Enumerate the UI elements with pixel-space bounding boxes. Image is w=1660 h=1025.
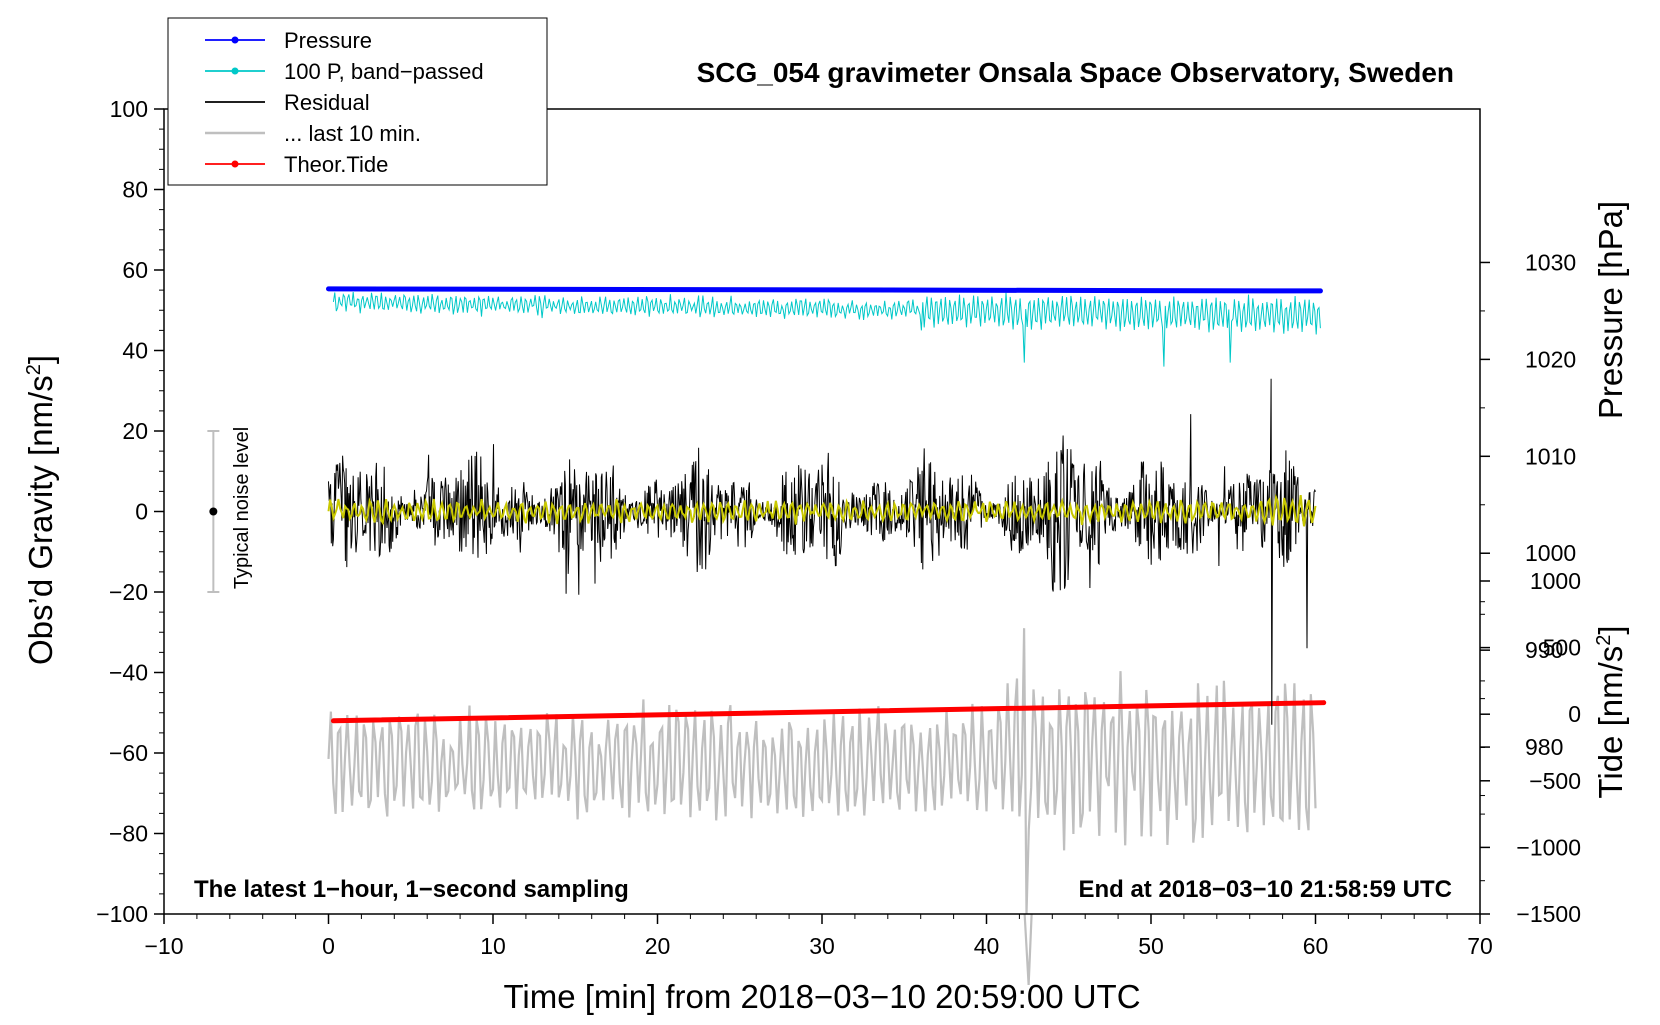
annotation-end-time: End at 2018−03−10 21:58:59 UTC [1078, 876, 1452, 903]
series-bandpassed-line [332, 292, 1321, 367]
annotation-latest-hour: The latest 1−hour, 1−second sampling [194, 876, 629, 903]
y-tick-label-7: 40 [122, 338, 148, 364]
legend-marker-1 [231, 67, 239, 75]
y-tick-label-9: 80 [122, 177, 148, 203]
y-axis-tide: −1500 −1000 −500 0 500 1000 [1480, 568, 1581, 927]
pressure-tick-label-3: 1010 [1525, 443, 1576, 469]
y-axis-gravity: −100 −80 −60 −40 −20 0 20 40 60 80 100 [96, 96, 164, 927]
tide-tick-label-1: −1000 [1516, 834, 1581, 860]
legend-items: Pressure 100 P, band−passed Residual ... la… [205, 28, 484, 177]
y-axis-title-tide: Tide [nm/s2] [1592, 625, 1629, 798]
legend-label-3: ... last 10 min. [284, 121, 421, 146]
y-tick-label-8: 60 [122, 257, 148, 283]
tide-tick-label-4: 500 [1543, 635, 1581, 661]
tide-tick-label-3: 0 [1568, 701, 1581, 727]
noise-level-label: Typical noise level [231, 427, 253, 589]
series-residual-line [328, 378, 1316, 725]
y-tick-label-0: −100 [96, 901, 148, 927]
legend: Pressure 100 P, band−passed Residual ... la… [167, 17, 548, 186]
pressure-tick-label-2: 1000 [1525, 540, 1576, 566]
legend-label-4: Theor.Tide [284, 152, 388, 177]
tide-tick-label-2: −500 [1529, 768, 1581, 794]
series-pressure-line [326, 286, 1323, 294]
y-axis-pressure: 980 990 1000 1010 1020 1030 [1480, 249, 1576, 797]
x-tick-label-1: 0 [322, 933, 335, 959]
y-tick-label-5: 0 [135, 499, 148, 525]
pressure-tick-label-1: 990 [1525, 637, 1563, 663]
x-axis-title: Time [min] from 2018−03−10 20:59:00 UTC [503, 978, 1140, 1015]
tide-tick-label-0: −1500 [1516, 901, 1581, 927]
pressure-tick-label-4: 1020 [1525, 346, 1576, 372]
y-axis-title-tide-end: ] [1592, 625, 1629, 634]
y-axis-title-tide-sup: 2 [1593, 635, 1615, 646]
y-axis-title-gravity: Obs’d Gravity [nm/s2] [22, 355, 59, 665]
legend-marker-0 [231, 36, 239, 44]
tide-tick-label-5: 1000 [1530, 568, 1581, 594]
y-tick-label-3: −40 [109, 660, 148, 686]
y-tick-label-2: −60 [109, 740, 148, 766]
y-tick-label-1: −80 [109, 821, 148, 847]
x-tick-label-8: 70 [1467, 933, 1493, 959]
y-tick-label-6: 20 [122, 418, 148, 444]
x-tick-label-7: 60 [1303, 933, 1329, 959]
series-tide-line [330, 700, 1327, 724]
chart-title: SCG_054 gravimeter Onsala Space Observat… [697, 57, 1454, 88]
x-axis: −10 0 10 20 30 40 50 60 70 [144, 914, 1493, 959]
x-tick-label-6: 50 [1138, 933, 1164, 959]
y-tick-label-4: −20 [109, 579, 148, 605]
x-tick-label-2: 10 [480, 933, 506, 959]
x-tick-label-0: −10 [144, 933, 183, 959]
series-smoothed-line [327, 493, 1317, 527]
y-axis-title-tide-main: Tide [nm/s [1592, 646, 1629, 799]
y-tick-label-10: 100 [110, 96, 148, 122]
overflow-layer [1023, 913, 1033, 986]
noise-level-bar [207, 430, 220, 593]
series-last10-overflow [1023, 913, 1033, 986]
series-layer [326, 286, 1327, 914]
x-tick-label-5: 40 [974, 933, 1000, 959]
series-last10-line [327, 628, 1317, 914]
y-axis-title-gravity-main: Obs’d Gravity [nm/s [22, 375, 59, 665]
x-tick-label-4: 30 [809, 933, 835, 959]
y-axis-title-gravity-end: ] [22, 355, 59, 364]
legend-label-0: Pressure [284, 28, 372, 53]
y-axis-title-gravity-sup: 2 [23, 364, 45, 375]
y-axis-title-pressure: Pressure [hPa] [1592, 201, 1629, 419]
legend-label-1: 100 P, band−passed [284, 59, 484, 84]
x-tick-label-3: 20 [645, 933, 671, 959]
legend-label-2: Residual [284, 90, 370, 115]
pressure-tick-label-5: 1030 [1525, 249, 1576, 275]
pressure-tick-label-0: 980 [1525, 734, 1563, 760]
legend-marker-4 [231, 160, 239, 168]
noise-bar-center-dot [209, 507, 218, 516]
